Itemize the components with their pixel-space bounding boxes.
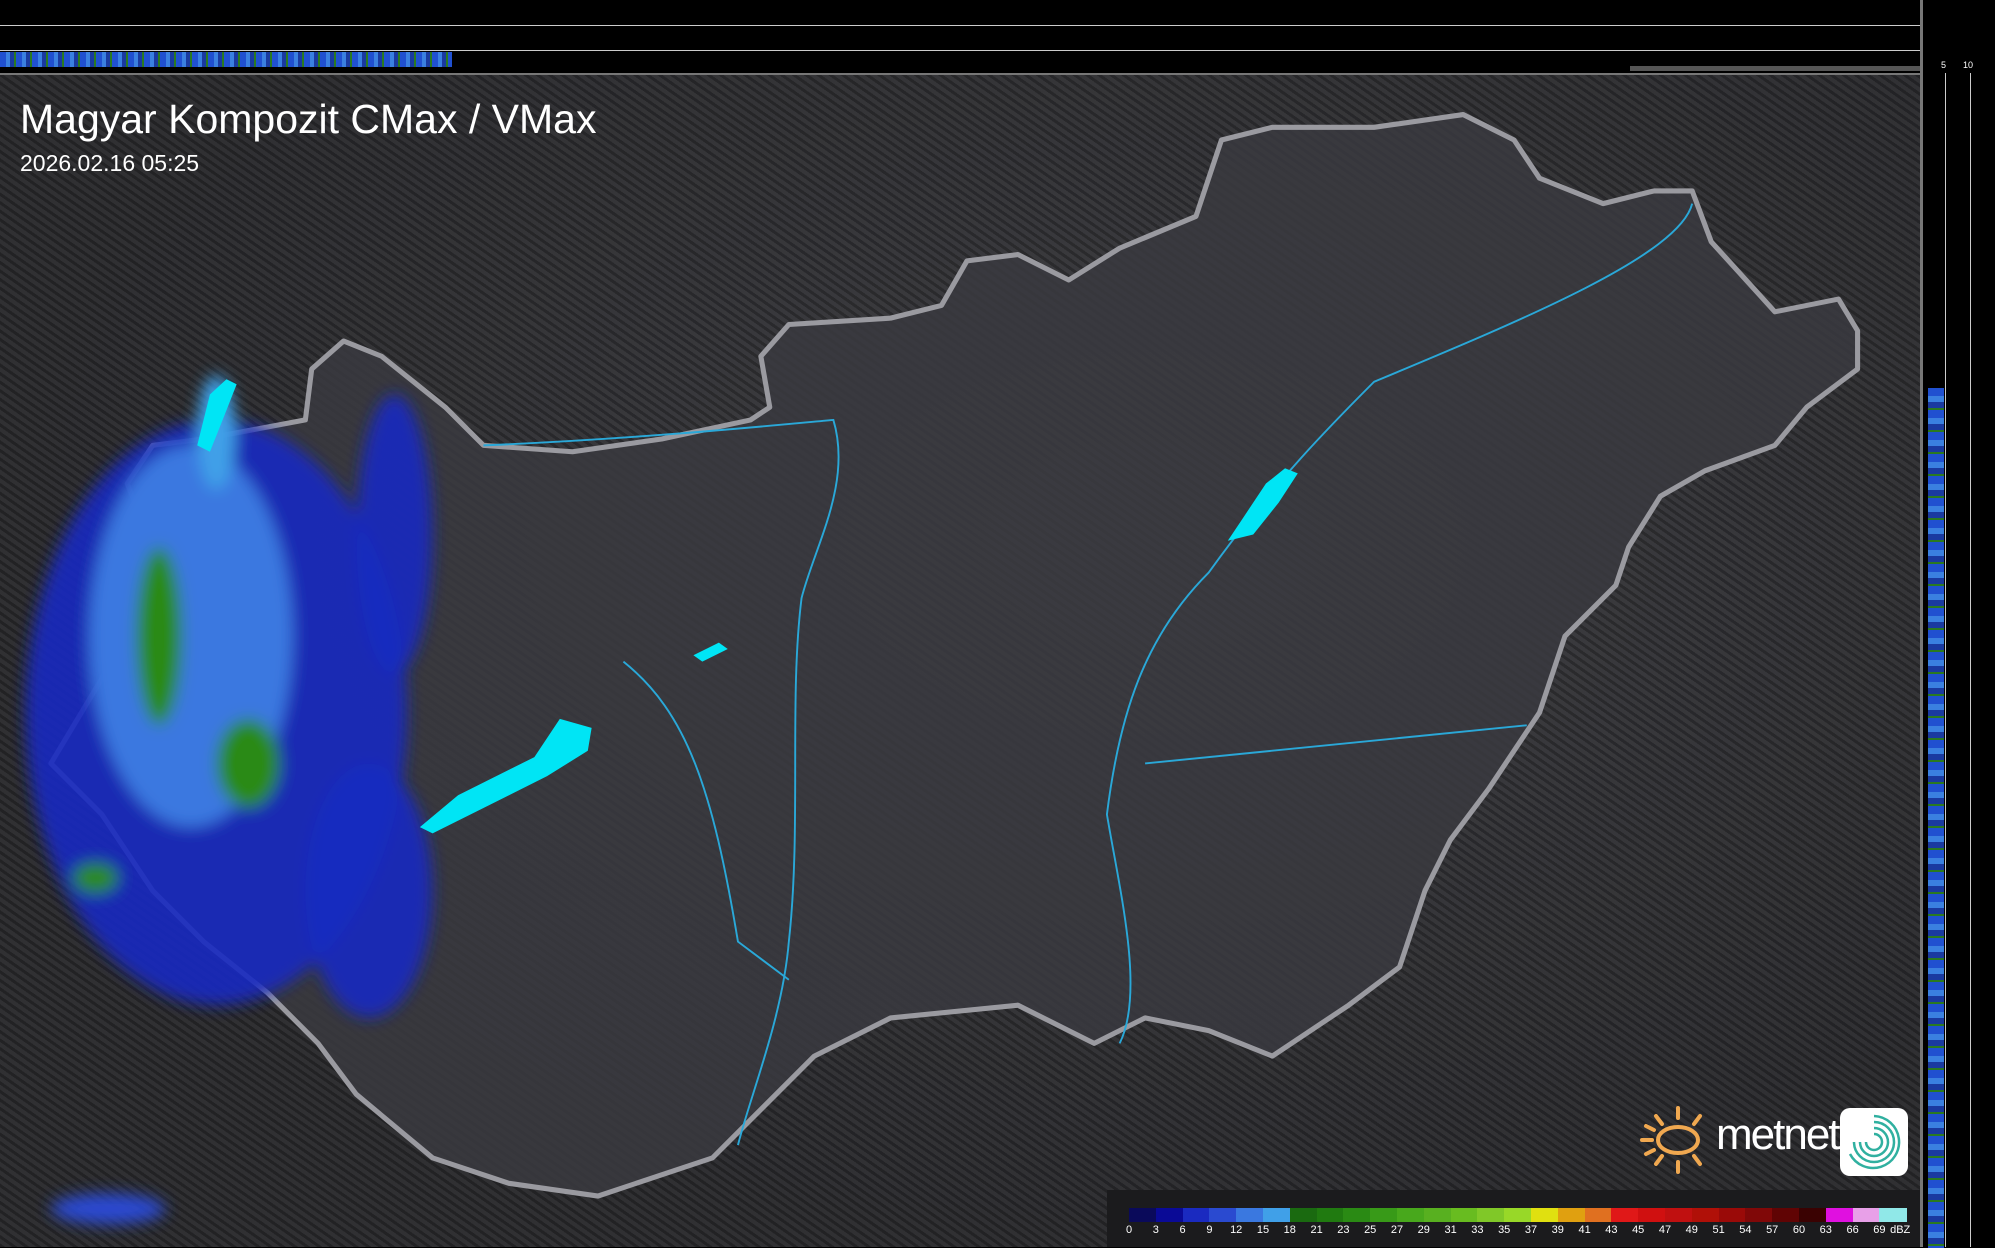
legend-swatch <box>1423 1208 1452 1222</box>
legend-swatch <box>1665 1208 1693 1222</box>
legend-swatch <box>1825 1208 1854 1222</box>
legend-swatch <box>1691 1208 1720 1222</box>
legend-label: 57 <box>1766 1224 1779 1236</box>
dbz-color-legend: 0 3 6 9 12 15 18 21 23 25 27 29 31 33 35 37 39 41 43 45 47 49… <box>1107 1190 1920 1247</box>
gridline-5 <box>0 50 1920 51</box>
legend-label: 6 <box>1179 1224 1186 1236</box>
legend-label: 33 <box>1471 1224 1484 1236</box>
rivers <box>483 203 1694 1146</box>
legend-label: 45 <box>1632 1224 1645 1236</box>
legend-swatch <box>1477 1208 1505 1222</box>
legend-swatch <box>1182 1208 1210 1222</box>
legend-swatch <box>1557 1208 1586 1222</box>
echo-profile <box>1928 388 1944 1248</box>
lake-velence <box>693 642 728 662</box>
legend-swatch <box>1397 1208 1425 1222</box>
legend-swatch <box>1611 1208 1639 1222</box>
legend-swatch <box>1638 1208 1666 1222</box>
legend-label: 18 <box>1283 1224 1296 1236</box>
top-cross-section-panel: 10 5 <box>0 0 1935 75</box>
legend-label: 69 <box>1873 1224 1886 1236</box>
gridline-10 <box>1970 73 1971 1247</box>
tick-label: 10 <box>1963 60 1974 70</box>
lake-neusiedl <box>197 379 237 452</box>
echo-profile-faint <box>1630 66 1920 71</box>
legend-label: 0 <box>1125 1224 1133 1236</box>
legend-swatch <box>1263 1208 1291 1222</box>
legend-label: 15 <box>1256 1224 1270 1236</box>
legend-swatch <box>1772 1208 1800 1222</box>
legend-swatch <box>1504 1208 1532 1222</box>
legend-label: 41 <box>1578 1224 1591 1236</box>
legend-label: 39 <box>1551 1224 1564 1236</box>
legend-swatch <box>1584 1208 1612 1222</box>
legend-swatch <box>1155 1208 1184 1222</box>
legend-label: 47 <box>1658 1224 1672 1236</box>
legend-swatch <box>1745 1208 1773 1222</box>
legend-swatch <box>1209 1208 1237 1222</box>
legend-label: 63 <box>1819 1224 1832 1236</box>
sun-icon <box>1640 1106 1702 1174</box>
logo-text: metnet <box>1716 1110 1841 1159</box>
legend-label: 9 <box>1206 1224 1213 1236</box>
legend-label: 60 <box>1792 1224 1806 1236</box>
legend-label: 23 <box>1337 1224 1350 1236</box>
legend-label: 29 <box>1417 1224 1430 1236</box>
map-timestamp: 2026.02.16 05:25 <box>20 150 200 176</box>
right-cross-section-panel: 5 10 <box>1920 0 1995 1248</box>
legend-label: 37 <box>1524 1224 1538 1236</box>
legend-label: 25 <box>1364 1224 1377 1236</box>
legend-swatch <box>1718 1208 1746 1222</box>
legend-label: 27 <box>1390 1224 1404 1236</box>
legend-label: 43 <box>1605 1224 1618 1236</box>
legend-label: 3 <box>1152 1224 1159 1236</box>
lakes <box>197 379 1298 834</box>
tick-label: 5 <box>1941 60 1947 70</box>
legend-unit: dBZ <box>1890 1224 1911 1236</box>
legend-label: 51 <box>1712 1224 1725 1236</box>
gridline-5 <box>1945 73 1946 1247</box>
echo-profile <box>0 52 452 67</box>
legend-label: 12 <box>1230 1224 1243 1236</box>
gridline-10 <box>0 25 1920 26</box>
legend-label: 49 <box>1685 1224 1698 1236</box>
legend-label: 21 <box>1310 1224 1323 1236</box>
lake-balaton <box>419 718 592 834</box>
legend-swatch <box>1879 1208 1907 1222</box>
legend-swatch <box>1370 1208 1398 1222</box>
legend-swatch <box>1343 1208 1371 1222</box>
legend-swatch <box>1852 1208 1880 1222</box>
app-icon <box>1840 1108 1908 1176</box>
legend-swatch <box>1531 1208 1559 1222</box>
legend-label: 66 <box>1846 1224 1859 1236</box>
map-title: Magyar Kompozit CMax / VMax <box>20 96 597 142</box>
legend-swatch <box>1236 1208 1264 1222</box>
legend-swatch <box>1450 1208 1478 1222</box>
legend-swatch <box>1289 1208 1318 1222</box>
legend-swatch <box>1316 1208 1344 1222</box>
legend-label: 54 <box>1739 1224 1752 1236</box>
legend-label: 31 <box>1444 1224 1457 1236</box>
legend-swatch <box>1129 1208 1157 1222</box>
legend-label: 35 <box>1498 1224 1511 1236</box>
legend-swatch <box>1799 1208 1827 1222</box>
rain-echoes <box>25 375 433 1225</box>
metnet-logo: metnet <box>1636 1104 1912 1176</box>
lake-tisza <box>1227 468 1298 541</box>
